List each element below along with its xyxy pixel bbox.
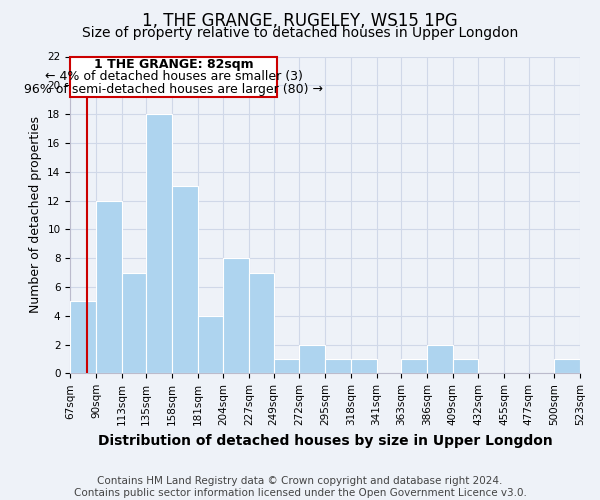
X-axis label: Distribution of detached houses by size in Upper Longdon: Distribution of detached houses by size …	[98, 434, 553, 448]
Text: 1, THE GRANGE, RUGELEY, WS15 1PG: 1, THE GRANGE, RUGELEY, WS15 1PG	[142, 12, 458, 30]
Bar	[351, 359, 377, 374]
Bar	[325, 359, 351, 374]
Bar	[554, 359, 580, 374]
Bar	[249, 272, 274, 374]
Bar	[197, 316, 223, 374]
Text: 1 THE GRANGE: 82sqm: 1 THE GRANGE: 82sqm	[94, 58, 253, 71]
Bar	[96, 200, 122, 374]
Bar	[172, 186, 197, 374]
Bar	[122, 272, 146, 374]
Bar	[70, 302, 96, 374]
Bar	[427, 344, 452, 374]
Bar	[274, 359, 299, 374]
FancyBboxPatch shape	[70, 56, 277, 97]
Bar	[452, 359, 478, 374]
Text: Size of property relative to detached houses in Upper Longdon: Size of property relative to detached ho…	[82, 26, 518, 40]
Bar	[299, 344, 325, 374]
Bar	[401, 359, 427, 374]
Bar	[146, 114, 172, 374]
Text: Contains HM Land Registry data © Crown copyright and database right 2024.
Contai: Contains HM Land Registry data © Crown c…	[74, 476, 526, 498]
Text: 96% of semi-detached houses are larger (80) →: 96% of semi-detached houses are larger (…	[24, 83, 323, 96]
Bar	[223, 258, 249, 374]
Text: ← 4% of detached houses are smaller (3): ← 4% of detached houses are smaller (3)	[44, 70, 302, 83]
Y-axis label: Number of detached properties: Number of detached properties	[29, 116, 41, 314]
